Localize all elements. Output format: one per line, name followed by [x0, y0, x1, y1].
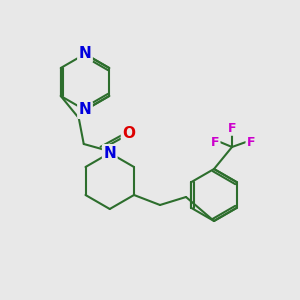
Text: N: N	[103, 146, 116, 160]
Text: F: F	[228, 122, 236, 134]
Text: N: N	[79, 103, 92, 118]
Text: N: N	[79, 46, 92, 62]
Text: F: F	[247, 136, 255, 148]
Text: O: O	[122, 127, 135, 142]
Text: F: F	[211, 136, 219, 148]
